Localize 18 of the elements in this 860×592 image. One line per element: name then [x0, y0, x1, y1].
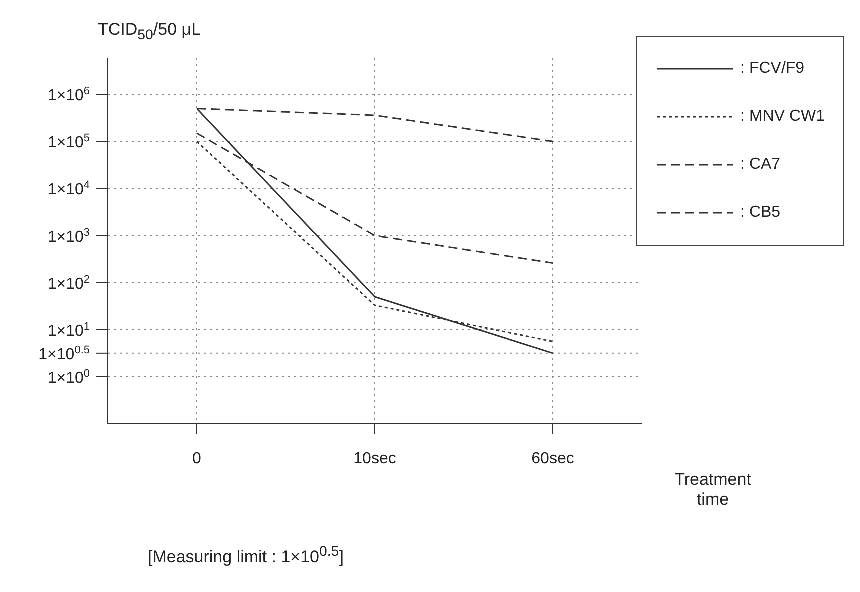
y-tick-label: 1×10$^{4}$ — [48, 180, 90, 199]
y-axis-title: TCID$_{50}$/50 μL — [98, 20, 202, 44]
legend-label: : CA7 — [740, 156, 781, 174]
legend-label: : MNV CW1 — [740, 108, 825, 126]
y-tick-label: 1×10$^{0.5}$ — [38, 344, 90, 364]
y-tick-label: 1×10$^{0}$ — [48, 368, 90, 387]
x-tick-label: 10sec — [354, 450, 396, 468]
legend-label: : FCV/F9 — [740, 60, 805, 78]
x-tick-label: 60sec — [532, 450, 574, 468]
x-tick-label: 0 — [192, 450, 202, 468]
legend-label: : CB5 — [740, 204, 781, 222]
x-axis-title: Treatment time — [674, 470, 752, 510]
y-tick-label: 1×10$^{1}$ — [48, 320, 90, 340]
y-tick-label: 1×10$^{2}$ — [48, 274, 90, 293]
y-tick-label: 1×10$^{5}$ — [48, 132, 90, 152]
y-tick-label: 1×10$^{3}$ — [48, 226, 90, 246]
text: [Measuring limit : 1×10$^{0.5}$] — [148, 544, 344, 568]
y-tick-label: 1×10$^{6}$ — [48, 86, 90, 105]
